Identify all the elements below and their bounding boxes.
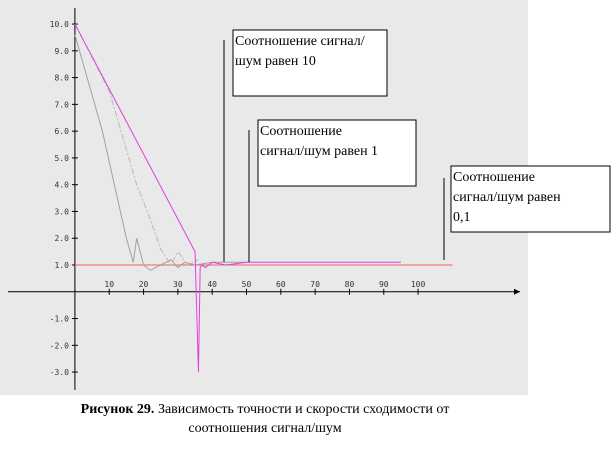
annotation: Соотношение сигнал/шум равен 0,1 bbox=[453, 170, 561, 225]
plot: 10.0 9.0 8.0 7.0 6.0 5.0 4.0 3.0 2.0 1.0 -1.0 -2.0 -… bbox=[8, 8, 520, 390]
annotation: Соотношение сигнал/шум равен 1 bbox=[260, 124, 379, 159]
y-tick-label: 5.0 bbox=[54, 154, 69, 163]
y-tick-label: 1.0 bbox=[54, 261, 69, 270]
x-tick-label: 100 bbox=[411, 280, 426, 289]
x-tick-label: 60 bbox=[276, 280, 286, 289]
y-tick-label: 6.0 bbox=[54, 127, 69, 136]
x-tick-label: 50 bbox=[242, 280, 252, 289]
y-tick-label: -2.0 bbox=[50, 341, 69, 350]
caption: Рисунок 29. Зависимость точности и скоро… bbox=[81, 402, 450, 417]
annotation-text: Соотношение сигнал/шум равен 10 bbox=[235, 34, 365, 69]
annotation-box bbox=[450, 165, 611, 233]
annotation-box bbox=[257, 119, 417, 187]
y-tick-label: 2.0 bbox=[54, 234, 69, 243]
x-tick-label: 40 bbox=[207, 280, 217, 289]
x-tick-label: 10 bbox=[104, 280, 114, 289]
y-tick-label: 4.0 bbox=[54, 181, 69, 190]
x-tick-label: 20 bbox=[139, 280, 149, 289]
y-tick-label: 7.0 bbox=[54, 100, 69, 109]
y-tick-label: 8.0 bbox=[54, 74, 69, 83]
y-tick-label: 10.0 bbox=[50, 20, 69, 29]
annotation: Соотношение сигнал/шум равен 10 bbox=[235, 34, 365, 69]
x-tick-label: 80 bbox=[345, 280, 355, 289]
annotation-text: Соотношение сигнал/шум равен 0,1 bbox=[453, 170, 561, 225]
y-tick-label: -1.0 bbox=[50, 315, 69, 324]
y-tick-label: 9.0 bbox=[54, 47, 69, 56]
annotation-box bbox=[232, 29, 388, 97]
caption-label: Рисунок 29. bbox=[81, 402, 155, 417]
y-tick-label: -3.0 bbox=[50, 368, 69, 377]
series-line bbox=[74, 23, 199, 266]
series-line bbox=[74, 23, 401, 373]
x-tick-label: 30 bbox=[173, 280, 183, 289]
x-tick-label: 90 bbox=[379, 280, 389, 289]
annotation-text: Соотношение сигнал/шум равен 1 bbox=[260, 124, 379, 159]
y-tick-label: 3.0 bbox=[54, 207, 69, 216]
series-line bbox=[74, 34, 247, 271]
caption: соотношения сигнал/шум bbox=[188, 421, 341, 436]
x-tick-label: 70 bbox=[310, 280, 320, 289]
caption-text: Зависимость точности и скорости сходимос… bbox=[154, 402, 449, 417]
x-axis-arrow bbox=[514, 288, 520, 295]
